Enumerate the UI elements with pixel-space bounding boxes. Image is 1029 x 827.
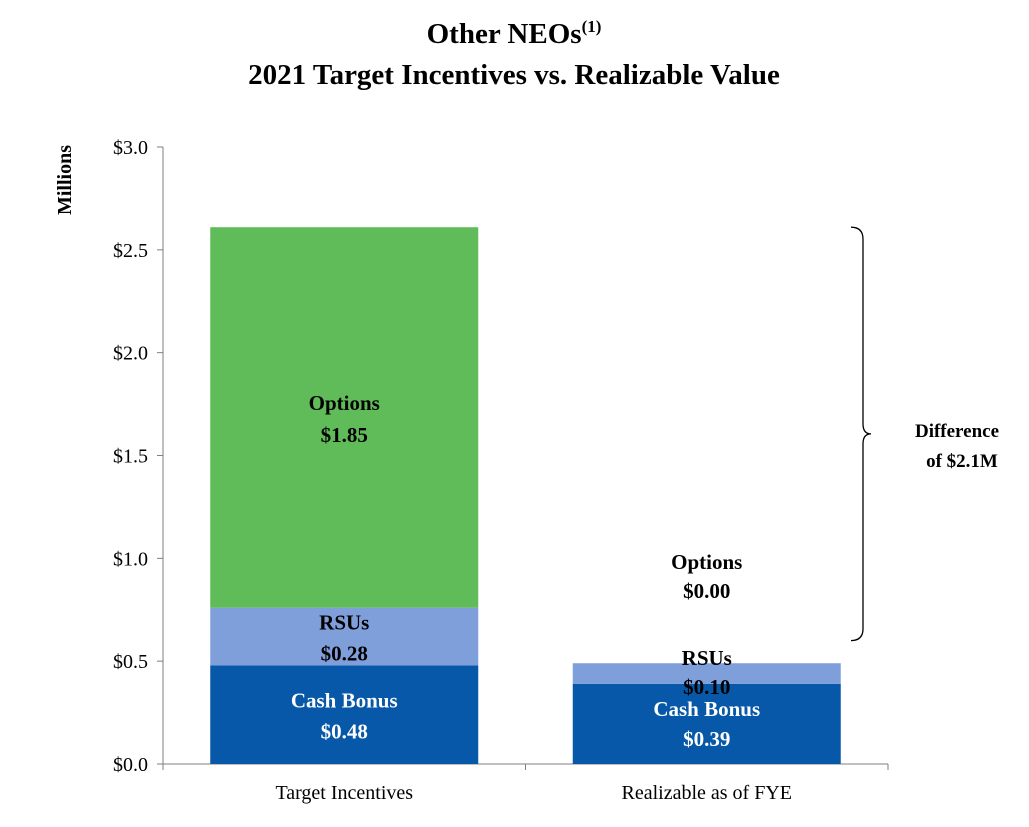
- chart-title-main: Other NEOs: [427, 18, 582, 50]
- chart-title-superscript: (1): [582, 17, 602, 36]
- chart-title: Other NEOs(1): [427, 17, 602, 50]
- x-category-label: Realizable as of FYE: [622, 782, 793, 804]
- bar-segment-cash-bonus: [572, 683, 841, 764]
- axes: $0.0 $0.5 $1.0 $1.5 $2.0 $2.5 $3.0 Target Incen…: [113, 137, 889, 804]
- segment-value-label: $0.39: [683, 727, 730, 751]
- segment-value-label: $0.00: [683, 579, 730, 603]
- segment-name-label: Cash Bonus: [653, 697, 760, 721]
- chart-subtitle: 2021 Target Incentives vs. Realizable Va…: [248, 59, 780, 91]
- y-tick-label: $1.5: [113, 446, 148, 468]
- data-labels: Cash Bonus $0.48 RSUs $0.28 Options $1.85 Cash…: [291, 391, 760, 751]
- bars: [210, 227, 841, 764]
- segment-value-label: $0.28: [321, 641, 368, 665]
- x-category-label: Target Incentives: [275, 782, 413, 804]
- segment-value-label: $0.48: [321, 720, 368, 744]
- y-tick-label: $0.5: [113, 651, 148, 673]
- bar-segment-rsus: [572, 663, 841, 684]
- difference-annotation: Difference of $2.1M: [850, 226, 999, 642]
- y-axis-title: Millions: [54, 145, 76, 215]
- difference-label-line1: Difference: [915, 421, 999, 442]
- difference-label-line2: of $2.1M: [926, 451, 998, 472]
- y-tick-label: $1.0: [113, 548, 148, 570]
- y-tick-label: $0.0: [113, 754, 148, 776]
- bar-segment-cash-bonus: [210, 665, 479, 764]
- segment-name-label: Options: [671, 550, 742, 574]
- segment-name-label: RSUs: [682, 646, 732, 670]
- segment-name-label: Options: [309, 391, 380, 415]
- y-tick-label: $2.5: [113, 240, 148, 262]
- segment-name-label: RSUs: [319, 610, 369, 634]
- segment-value-label: $0.10: [683, 675, 730, 699]
- bar-segment-rsus: [210, 607, 479, 666]
- difference-brace: [850, 226, 872, 642]
- segment-name-label: Cash Bonus: [291, 689, 398, 713]
- bar-segment-options: [210, 227, 479, 608]
- y-tick-label: $3.0: [113, 137, 148, 159]
- segment-value-label: $1.85: [321, 423, 368, 447]
- y-tick-label: $2.0: [113, 343, 148, 365]
